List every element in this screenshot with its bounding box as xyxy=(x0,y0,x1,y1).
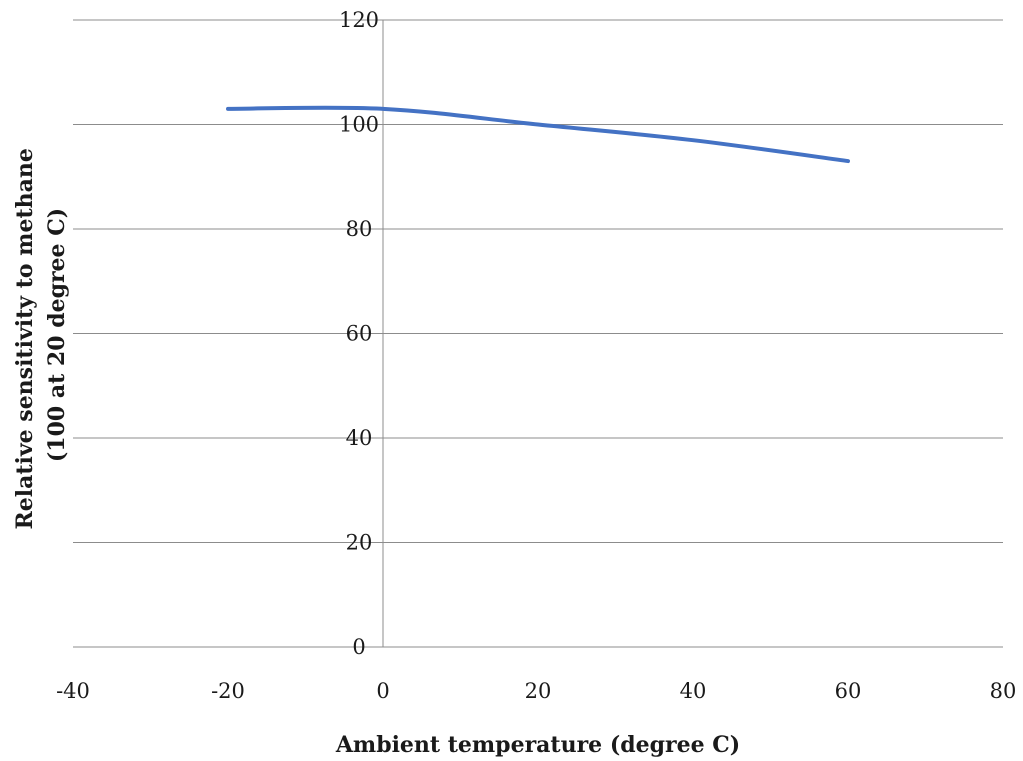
axis-layer xyxy=(378,19,388,648)
y-tick-label: 20 xyxy=(346,531,373,555)
y-tick-label: 0 xyxy=(352,635,365,659)
grid-layer xyxy=(73,19,1003,648)
x-axis-title: Ambient temperature (degree C) xyxy=(335,732,740,758)
series-layer xyxy=(226,105,850,164)
y-axis-title-line-1: Relative sensitivity to methane xyxy=(12,148,38,529)
y-tick-label: 80 xyxy=(346,217,373,241)
x-tick-label: 80 xyxy=(990,679,1017,703)
y-tick-label: 120 xyxy=(339,8,379,32)
y-tick-label: 100 xyxy=(339,113,379,137)
series-line xyxy=(226,105,850,164)
y-axis-title-line-2: (100 at 20 degree C) xyxy=(44,208,70,462)
x-tick-label: -40 xyxy=(56,679,90,703)
y-axis-title: Relative sensitivity to methane (100 at … xyxy=(12,140,70,529)
y-tick-label: 40 xyxy=(346,426,373,450)
tick-label-layer: 0 20 40 60 80 100 120 -40 -20 0 20 40 60 80 xyxy=(56,8,1016,703)
y-tick-label: 60 xyxy=(346,322,373,346)
x-tick-label: 60 xyxy=(835,679,862,703)
x-tick-label: 0 xyxy=(376,679,389,703)
x-tick-label: 40 xyxy=(680,679,707,703)
axis-title-layer: Ambient temperature (degree C) Relative … xyxy=(12,140,740,758)
x-tick-label: 20 xyxy=(525,679,552,703)
x-tick-label: -20 xyxy=(211,679,245,703)
